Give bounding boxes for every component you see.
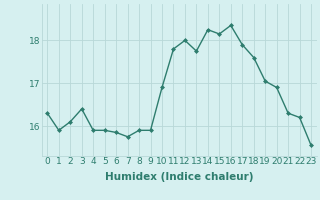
- X-axis label: Humidex (Indice chaleur): Humidex (Indice chaleur): [105, 172, 253, 182]
